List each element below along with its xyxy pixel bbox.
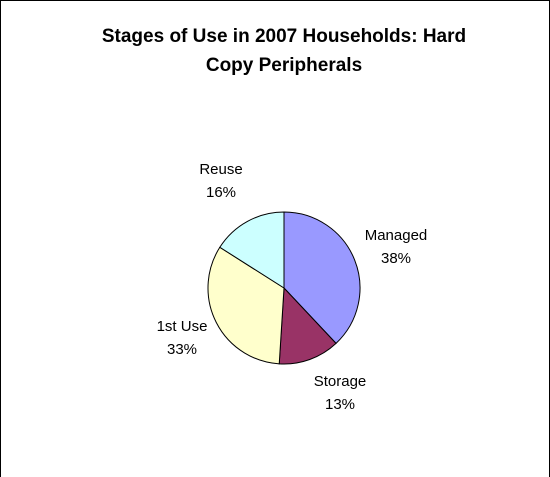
- chart-title-line-2: Copy Peripherals: [205, 55, 363, 76]
- pie-slice-managed: [283, 211, 361, 345]
- slice-label-percent: 16%: [206, 184, 236, 201]
- pie-slice-reuse: [219, 211, 285, 289]
- chart-title: Stages of Use in 2007 Households: Hard C…: [40, 22, 528, 80]
- slice-label-percent: 38%: [381, 250, 411, 267]
- slice-label-name: Storage: [314, 373, 367, 390]
- slice-label-name: Managed: [365, 227, 428, 244]
- slice-label-name: 1st Use: [157, 318, 208, 335]
- slice-label-percent: 33%: [167, 341, 197, 358]
- chart-title-line-1: Stages of Use in 2007 Households: Hard: [101, 26, 467, 47]
- pie-slice-storage: [278, 286, 337, 365]
- slice-label-percent: 13%: [325, 396, 355, 413]
- slice-label-name: Reuse: [199, 161, 242, 178]
